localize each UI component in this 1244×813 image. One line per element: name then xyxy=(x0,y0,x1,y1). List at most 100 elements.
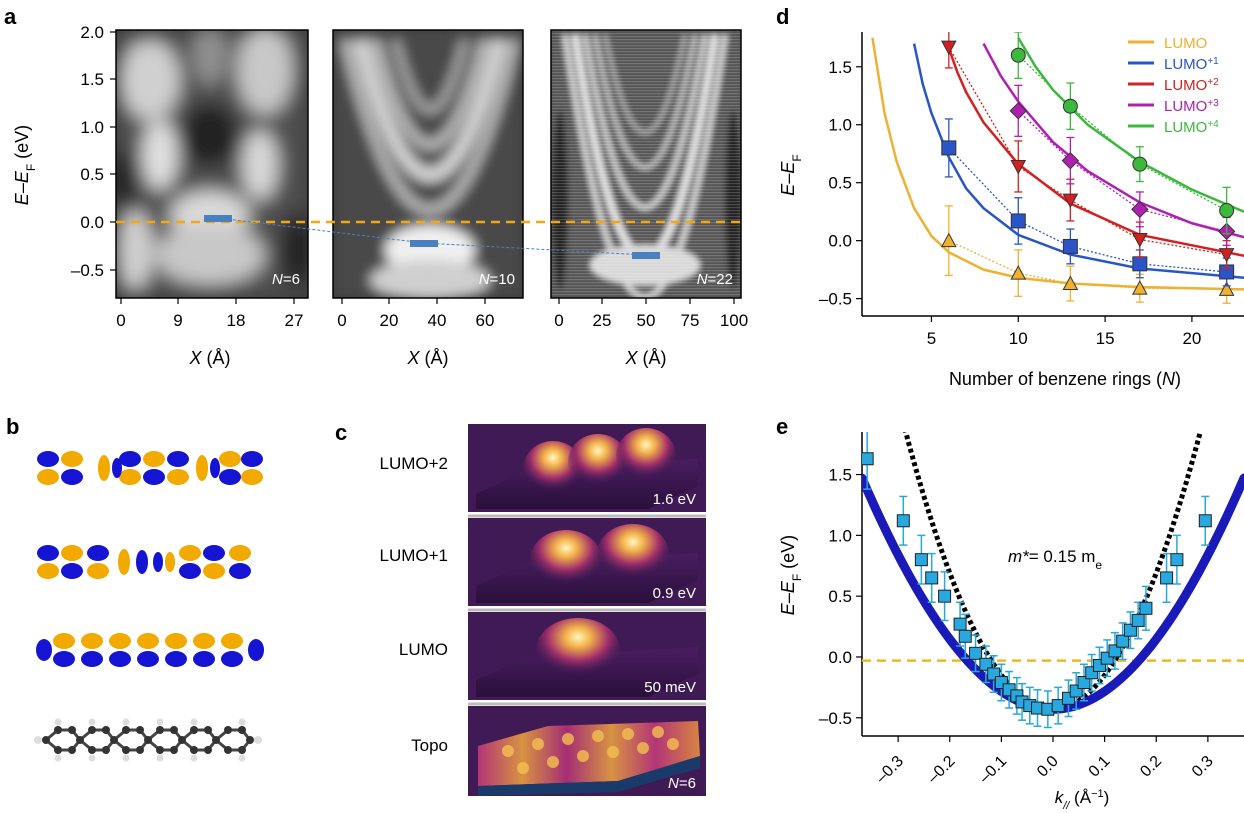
series-2 xyxy=(940,32,1244,270)
panel-a-yaxis xyxy=(110,31,116,271)
data-point xyxy=(1010,47,1026,63)
chart-e-xtick-label: 0.3 xyxy=(1189,753,1217,781)
chart-d-legend: LUMO LUMO+1 LUMO+2 LUMO+3 LUMO+4 xyxy=(1128,35,1219,136)
panel-a-xtick-label: 100 xyxy=(720,311,748,330)
chart-e-xtick-label: –0.3 xyxy=(873,753,907,787)
chart-d: –0.5 0.0 0.5 1.0 1.5 5 10 15 20 LUMO LUMO+1 LUMO… xyxy=(778,32,1244,389)
data-point xyxy=(1051,699,1065,713)
panel-a-xtick-label: 0 xyxy=(337,311,346,330)
data-point xyxy=(1132,256,1148,272)
panel-a-xtick-label: 0 xyxy=(116,311,125,330)
legend-item-lumo: LUMO xyxy=(1128,35,1207,52)
chart-e-xtick-label: –0.2 xyxy=(925,753,959,787)
n-label-6: N=6 xyxy=(272,271,300,288)
data-point xyxy=(896,514,910,528)
chart-e-xtick-label: –0.1 xyxy=(976,753,1010,787)
data-point xyxy=(1061,151,1080,170)
data-point xyxy=(1123,623,1137,637)
data-point xyxy=(969,646,983,660)
chart-e-xtick-label: 0.2 xyxy=(1137,753,1165,781)
data-point xyxy=(979,657,993,671)
chart-e-xtick-label: 0.1 xyxy=(1086,753,1114,781)
chart-e-ytick-label: 1.0 xyxy=(828,526,852,545)
chart-d-plot: –0.5 0.0 0.5 1.0 1.5 5 10 15 20 xyxy=(819,32,1244,348)
chart-d-xtick-label: 15 xyxy=(1096,329,1115,348)
chart-d-series-area xyxy=(871,32,1244,304)
mass-annotation: m*= 0.15 me xyxy=(1008,547,1102,572)
data-point xyxy=(1062,275,1079,291)
legend-item-lumo-plus-1: LUMO+1 xyxy=(1128,56,1219,74)
row-label-lumo: LUMO xyxy=(398,640,448,659)
svg-text:LUMO+1: LUMO+1 xyxy=(1164,56,1219,74)
data-point xyxy=(1131,200,1149,219)
legend-item-lumo-plus-3: LUMO+3 xyxy=(1128,98,1219,116)
panel-a-ytick-label: 1.5 xyxy=(80,70,104,89)
chart-e-ytick-label: –0.5 xyxy=(819,709,852,728)
panel-a-ylabel: E–EF (eV) xyxy=(12,125,38,205)
row-label-lumo-plus-2: LUMO+2 xyxy=(379,454,449,473)
data-point xyxy=(925,571,939,585)
data-point xyxy=(1009,102,1027,120)
panel-a-ytick-label: 2.0 xyxy=(80,23,104,42)
data-point xyxy=(1160,571,1174,585)
spectral-map-n10 xyxy=(333,30,523,298)
chart-e-ytick-label: 0.0 xyxy=(828,648,852,667)
chart-d-ylabel: E–EF xyxy=(778,154,804,195)
data-point xyxy=(1010,159,1027,175)
lumo-marker-n22 xyxy=(632,252,660,259)
svg-text:LUMO+3: LUMO+3 xyxy=(1164,98,1219,116)
svg-text:LUMO: LUMO xyxy=(1164,35,1207,52)
stm-map-lumo: 50 meV xyxy=(468,612,706,700)
data-point xyxy=(1010,265,1027,280)
stm-map-lumo-plus-2: 1.6 eV xyxy=(468,424,706,512)
row-label-lumo-plus-1: LUMO+1 xyxy=(379,546,449,565)
data-point xyxy=(1108,644,1122,658)
orbital-lumo-plus-1 xyxy=(37,545,251,579)
chart-d-xlabel: Number of benzene rings (N) xyxy=(949,369,1181,389)
data-point xyxy=(1131,613,1145,627)
panel-a-xtick-label: 75 xyxy=(681,311,700,330)
panel-a-xticks xyxy=(120,298,735,304)
data-point xyxy=(1010,213,1026,229)
chart-e-xtick-label: 0.0 xyxy=(1034,753,1062,781)
orbital-lumo-plus-2 xyxy=(37,451,263,485)
chart-e-ytick-label: 1.5 xyxy=(828,466,852,485)
data-point xyxy=(1077,675,1091,689)
data-point xyxy=(1170,553,1184,567)
chart-e-ytick-label: 0.5 xyxy=(828,587,852,606)
data-point xyxy=(1132,156,1148,172)
panel-a-xtick-label: 25 xyxy=(593,311,612,330)
panel-a: 2.0 1.5 1.0 0.5 0.0 –0.5 E–EF (eV) N=6 N… xyxy=(12,23,748,368)
data-point xyxy=(862,452,874,466)
chart-d-ytick-label: 0.0 xyxy=(828,232,852,251)
chart-e: –0.5 0.0 0.5 1.0 1.5 –0.3 –0.2 –0.1 0.0 0.1 0.2 0.3… xyxy=(778,432,1244,812)
orbital-lumo xyxy=(36,633,264,667)
panel-a-xtick-label: 9 xyxy=(173,311,182,330)
chart-e-ylabel: E–EF (eV) xyxy=(778,535,804,615)
chart-e-plot: –0.5 0.0 0.5 1.0 1.5 –0.3 –0.2 –0.1 0.0 0.1 0.2 0.3 xyxy=(819,432,1244,787)
data-point xyxy=(940,232,957,248)
energy-tag: 1.6 eV xyxy=(653,491,696,508)
data-point xyxy=(1219,203,1235,219)
data-point xyxy=(1062,193,1079,209)
data-point xyxy=(1218,281,1235,296)
chart-d-xtick-label: 5 xyxy=(927,329,936,348)
n-label-22: N=22 xyxy=(697,271,733,288)
svg-text:LUMO+4: LUMO+4 xyxy=(1164,119,1219,137)
fit-curve xyxy=(871,37,1244,291)
row-label-topo: Topo xyxy=(411,736,448,755)
panel-a-xlabel-1: X (Å) xyxy=(188,348,230,368)
stm-map-lumo-plus-1: 0.9 eV xyxy=(468,518,706,606)
panel-label-c: c xyxy=(335,420,348,445)
n-tag: N=6 xyxy=(668,775,696,792)
data-point xyxy=(938,589,952,603)
stm-map-topo: N=6 xyxy=(468,706,706,796)
spectral-map-n6 xyxy=(116,30,308,298)
panel-a-xtick-label: 27 xyxy=(285,311,304,330)
panel-a-xlabel-3: X (Å) xyxy=(624,348,666,368)
molecule-structure xyxy=(34,718,262,762)
energy-tag: 50 meV xyxy=(644,679,696,696)
panel-label-e: e xyxy=(776,414,789,439)
data-point xyxy=(1116,634,1130,648)
panel-b xyxy=(34,451,264,762)
